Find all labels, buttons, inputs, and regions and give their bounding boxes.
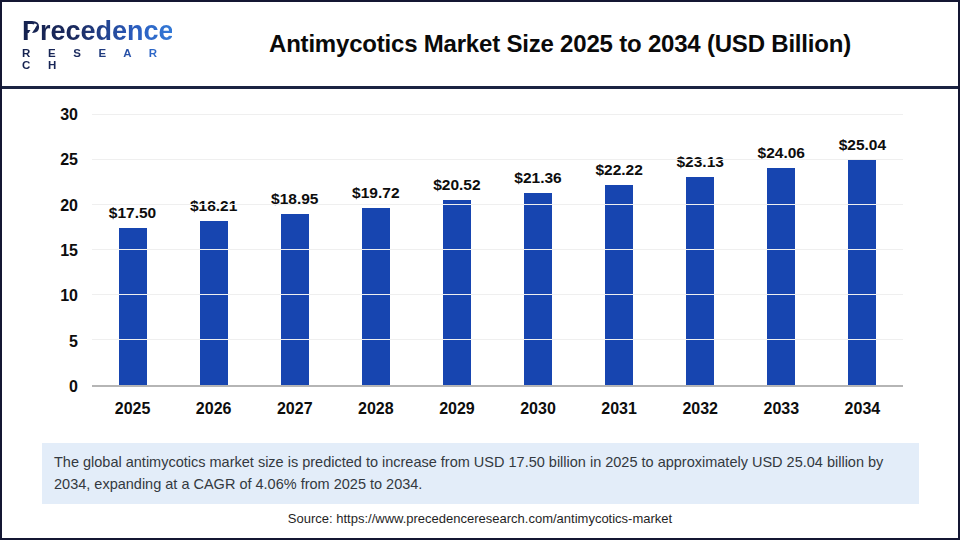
x-axis-tick-label: 2030 bbox=[497, 400, 578, 418]
page-title: Antimycotics Market Size 2025 to 2034 (U… bbox=[172, 30, 948, 58]
x-axis-labels: 2025202620272028202920302031203220332034 bbox=[92, 400, 903, 418]
y-axis-tick-label: 30 bbox=[30, 105, 78, 125]
header: Precedence R E S E A R C H Antimycotics … bbox=[2, 2, 958, 85]
logo-wordmark: Precedence bbox=[22, 18, 172, 45]
bar bbox=[443, 200, 471, 385]
bar-value-label: $20.52 bbox=[433, 176, 480, 194]
bar bbox=[686, 177, 714, 385]
x-axis-tick-label: 2028 bbox=[335, 400, 416, 418]
gridline bbox=[92, 159, 903, 160]
bar-value-label: $17.50 bbox=[109, 204, 156, 222]
y-axis-tick-label: 10 bbox=[30, 286, 78, 306]
bar-group: $25.04 bbox=[822, 115, 903, 385]
y-axis-tick-label: 25 bbox=[30, 150, 78, 170]
x-axis-tick-label: 2033 bbox=[741, 400, 822, 418]
bar-group: $18.95 bbox=[254, 115, 335, 385]
description-box: The global antimycotics market size is p… bbox=[42, 443, 919, 504]
bar bbox=[605, 185, 633, 385]
bar-value-label: $22.22 bbox=[595, 161, 642, 179]
gridline bbox=[92, 249, 903, 250]
bar-value-label: $18.95 bbox=[271, 190, 318, 208]
gridline bbox=[92, 204, 903, 205]
company-logo: Precedence R E S E A R C H bbox=[22, 18, 172, 71]
x-axis-tick-label: 2032 bbox=[660, 400, 741, 418]
bar-group: $24.06 bbox=[741, 115, 822, 385]
header-divider bbox=[2, 86, 958, 89]
y-axis-tick-label: 5 bbox=[30, 332, 78, 352]
x-axis-tick-label: 2029 bbox=[416, 400, 497, 418]
x-axis-tick-label: 2034 bbox=[822, 400, 903, 418]
bar bbox=[281, 214, 309, 385]
bar-value-label: $18.21 bbox=[190, 197, 237, 215]
y-axis-tick-label: 0 bbox=[30, 377, 78, 397]
bar-group: $23.13 bbox=[660, 115, 741, 385]
infographic-frame: Precedence R E S E A R C H Antimycotics … bbox=[0, 0, 960, 540]
bar bbox=[362, 208, 390, 385]
bar bbox=[119, 228, 147, 386]
x-axis-tick-label: 2026 bbox=[173, 400, 254, 418]
bars-row: $17.50 $18.21 $18.95 $19.72 $20.52 $21.36 $22.… bbox=[92, 115, 903, 385]
bar-group: $20.52 bbox=[416, 115, 497, 385]
bar bbox=[848, 160, 876, 385]
bar-group: $18.21 bbox=[173, 115, 254, 385]
bar bbox=[200, 221, 228, 385]
bar-chart: $17.50 $18.21 $18.95 $19.72 $20.52 $21.36 $22.… bbox=[2, 90, 958, 440]
x-axis-tick-label: 2025 bbox=[92, 400, 173, 418]
bar-group: $17.50 bbox=[92, 115, 173, 385]
bar-group: $22.22 bbox=[579, 115, 660, 385]
gridline bbox=[92, 339, 903, 340]
plot-area: $17.50 $18.21 $18.95 $19.72 $20.52 $21.36 $22.… bbox=[92, 115, 903, 387]
bar bbox=[524, 193, 552, 385]
bar bbox=[767, 168, 795, 385]
gridline bbox=[92, 114, 903, 115]
y-axis-tick-label: 15 bbox=[30, 241, 78, 261]
logo-subtitle: R E S E A R C H bbox=[22, 47, 172, 71]
bar-value-label: $25.04 bbox=[839, 136, 886, 154]
bar-group: $19.72 bbox=[335, 115, 416, 385]
bar-value-label: $21.36 bbox=[514, 169, 561, 187]
bar-value-label: $23.13 bbox=[676, 153, 723, 171]
bar-value-label: $19.72 bbox=[352, 184, 399, 202]
x-axis-tick-label: 2027 bbox=[254, 400, 335, 418]
y-axis-tick-label: 20 bbox=[30, 196, 78, 216]
bar-group: $21.36 bbox=[497, 115, 578, 385]
x-axis-tick-label: 2031 bbox=[579, 400, 660, 418]
gridline bbox=[92, 294, 903, 295]
description-text: The global antimycotics market size is p… bbox=[54, 451, 907, 495]
source-text: Source: https://www.precedenceresearch.c… bbox=[2, 511, 958, 526]
